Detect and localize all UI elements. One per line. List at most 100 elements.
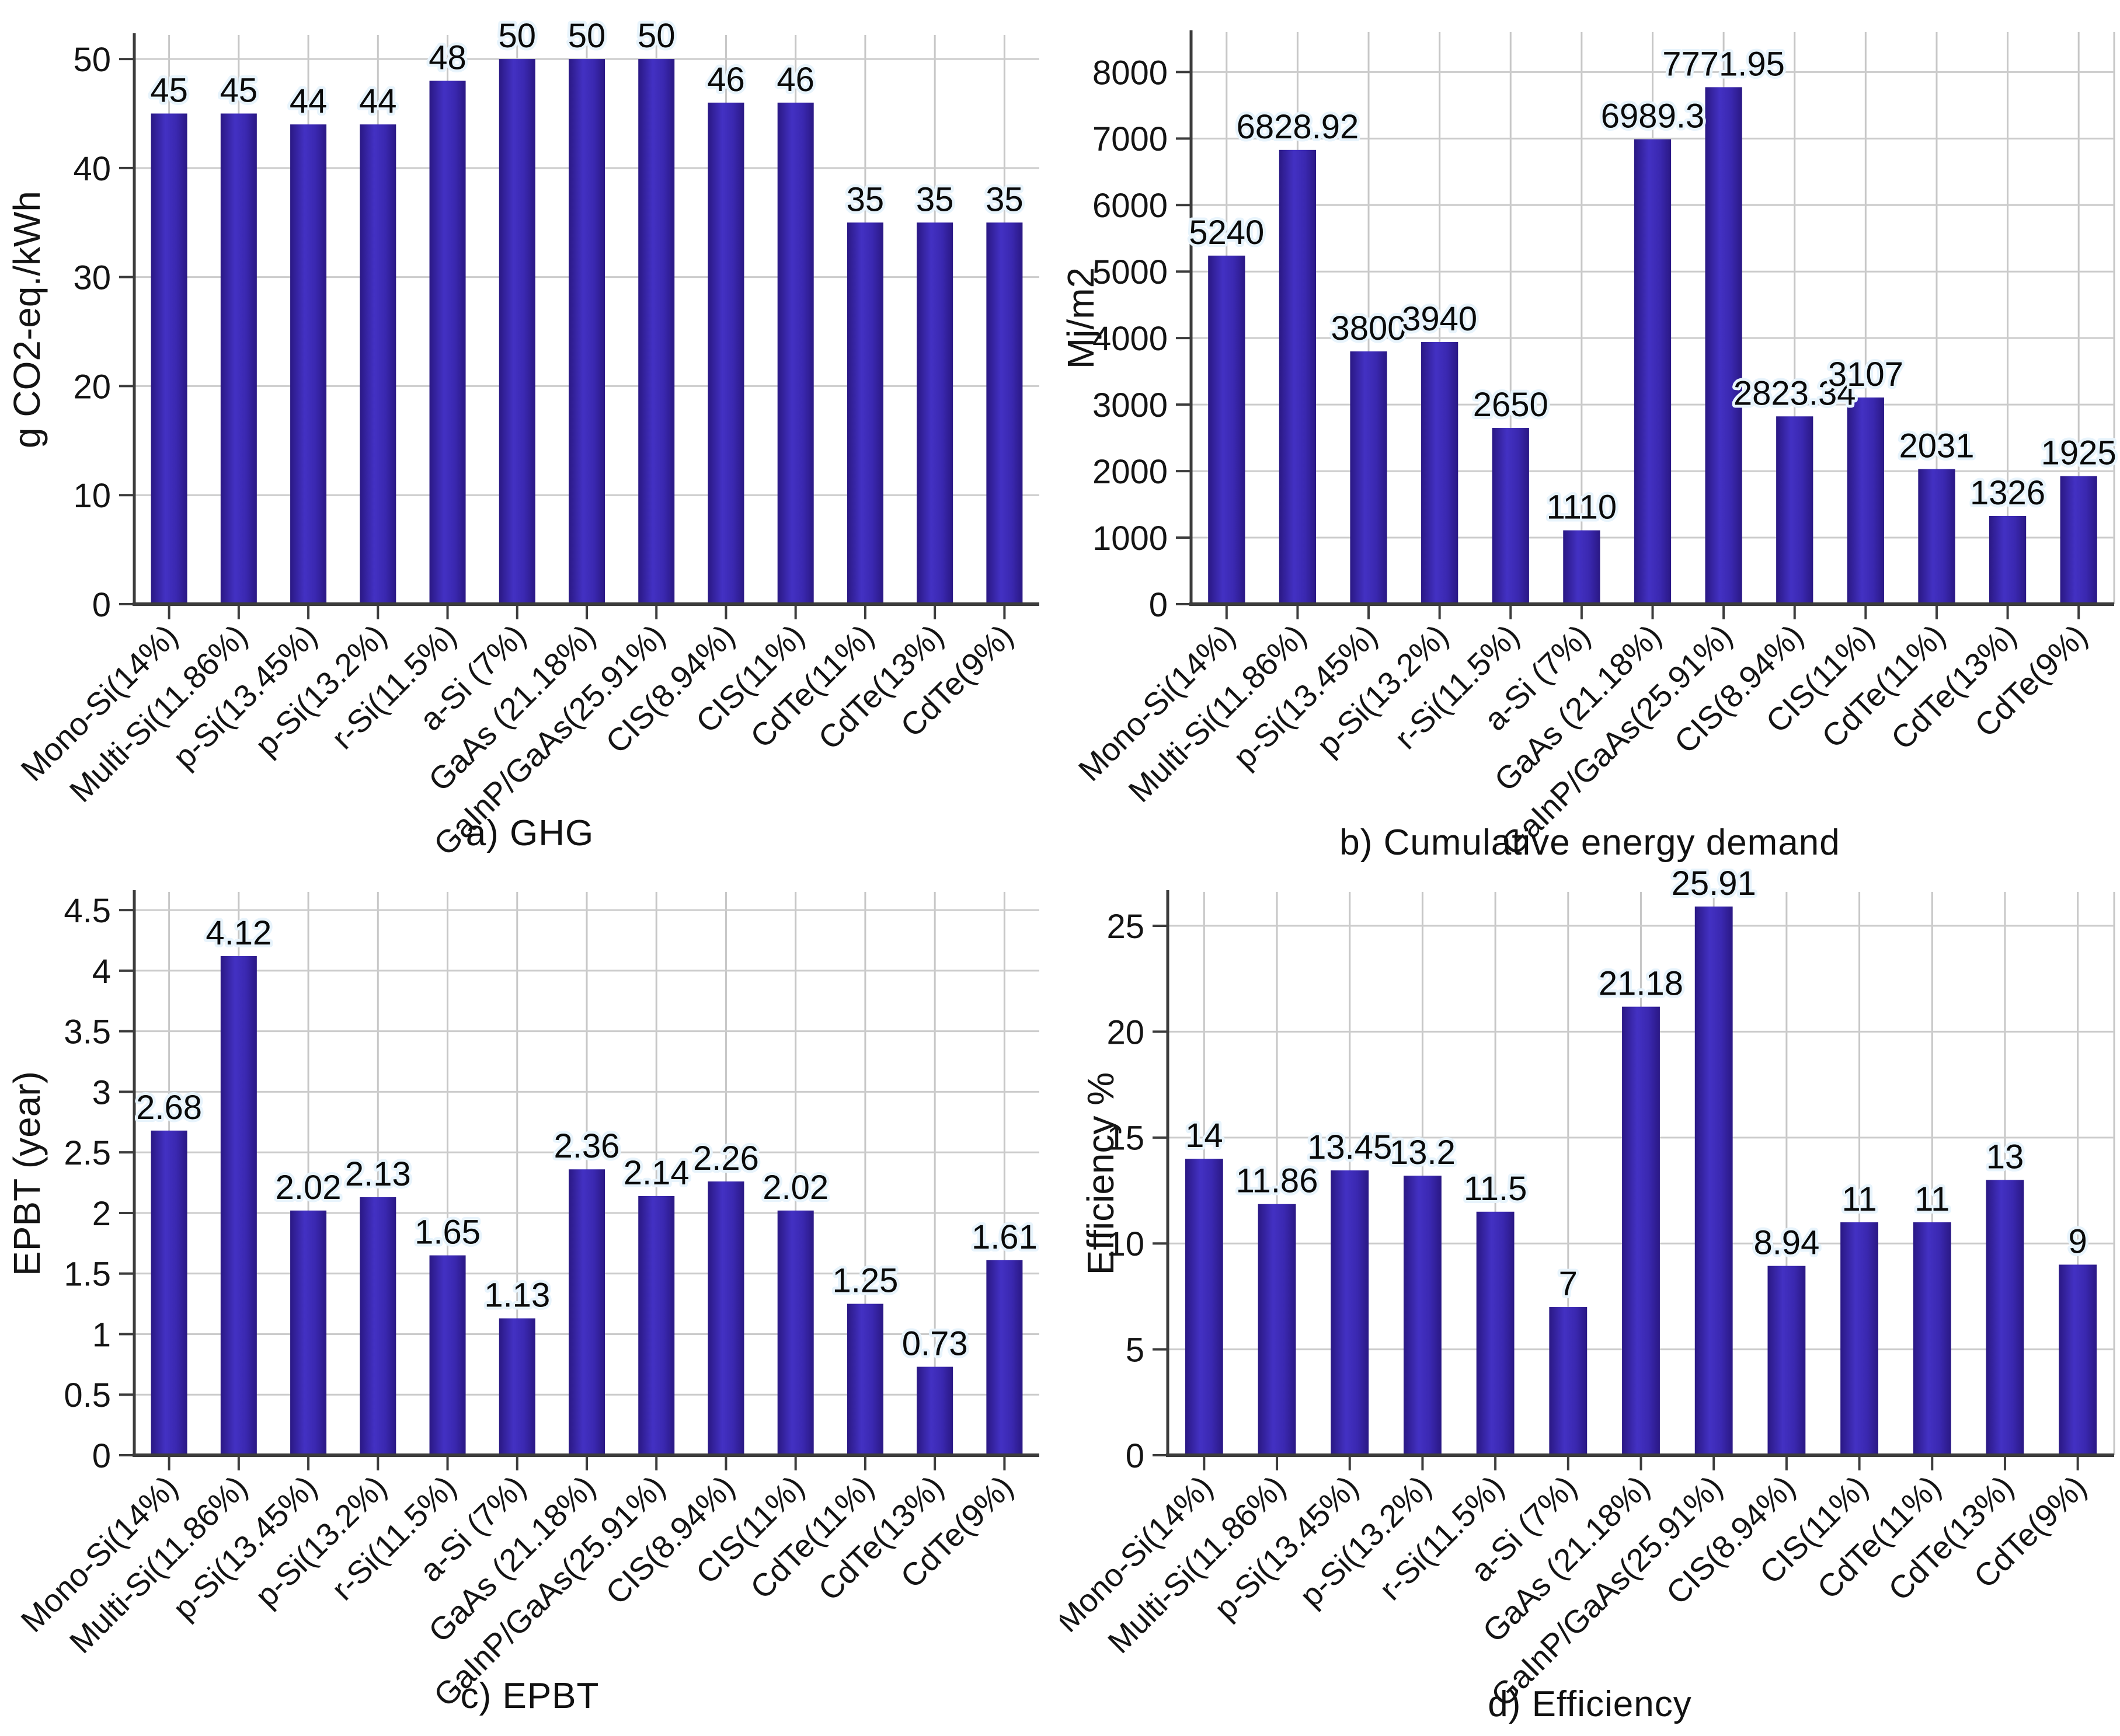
bar xyxy=(1563,530,1600,604)
svg-text:3.5: 3.5 xyxy=(64,1013,111,1051)
svg-text:20: 20 xyxy=(1106,1013,1144,1051)
bar-value-label: 11.5 xyxy=(1464,1170,1527,1208)
epbt-chart-caption: c) EPBT xyxy=(460,1676,600,1716)
y-axis-title: Efficiency % xyxy=(1080,1072,1122,1275)
category-labels: Mono-Si(14%)Multi-Si(11.86%)p-Si(13.45%)… xyxy=(14,1469,1020,1714)
bar-value-label: 44 xyxy=(290,82,328,120)
bar-value-label: 2650 xyxy=(1473,386,1548,424)
bar xyxy=(2059,1264,2097,1455)
category-labels: Mono-Si(14%)Multi-Si(11.86%)p-Si(13.45%)… xyxy=(1060,1469,2093,1714)
bar xyxy=(1492,428,1529,604)
bars xyxy=(1208,87,2097,605)
bar xyxy=(1258,1204,1296,1455)
bar-value-label: 5240 xyxy=(1189,214,1264,252)
bar xyxy=(220,113,257,604)
bar-value-label: 2.26 xyxy=(693,1139,759,1177)
bar-value-label: 2823.34 xyxy=(1733,374,1856,412)
bar xyxy=(917,1367,953,1455)
bar-value-label: 35 xyxy=(986,180,1024,218)
svg-text:20: 20 xyxy=(73,368,111,406)
svg-text:3: 3 xyxy=(92,1073,111,1111)
bar-value-label: 46 xyxy=(777,61,814,99)
bar-value-label: 0.73 xyxy=(902,1325,968,1363)
bar xyxy=(429,81,466,605)
bar-value-label: 14 xyxy=(1185,1117,1223,1155)
bar-value-label: 13.45 xyxy=(1307,1128,1392,1166)
svg-text:50: 50 xyxy=(73,41,111,79)
bar xyxy=(708,102,744,605)
y-axis-title: g CO2-eq./kWh xyxy=(6,191,48,448)
bar-value-label: 35 xyxy=(847,180,885,218)
bar-value-label: 50 xyxy=(638,17,676,55)
svg-text:2: 2 xyxy=(92,1195,111,1233)
bar xyxy=(1705,87,1742,604)
bar xyxy=(1918,469,1955,604)
bar xyxy=(1331,1170,1369,1455)
cumulative-energy-demand-chart: 0 1000 2000 3000 4000 5000 6000 7000 8000 5240 682… xyxy=(1060,0,2120,869)
bar-value-label: 3940 xyxy=(1402,300,1477,338)
x-tick-marks xyxy=(168,1455,1006,1470)
bar xyxy=(1840,1222,1878,1455)
bar xyxy=(1694,907,1733,1455)
svg-text:15: 15 xyxy=(1106,1120,1144,1158)
bar-value-label: 45 xyxy=(150,71,188,109)
bar xyxy=(1279,149,1317,604)
x-tick-marks xyxy=(1225,604,2080,619)
bar xyxy=(360,1197,396,1455)
svg-text:3000: 3000 xyxy=(1092,386,1168,424)
svg-text:2000: 2000 xyxy=(1092,453,1168,491)
svg-text:10: 10 xyxy=(73,477,111,515)
bar-value-label: 45 xyxy=(220,71,258,109)
bar-value-label: 1326 xyxy=(1970,474,2045,512)
bar xyxy=(847,1303,883,1455)
epbt-chart: 0 0.5 1 1.5 2 2.5 3 3.5 4 4.5 2.68 4.12 2.02 2.13 1.65… xyxy=(0,869,1060,1736)
bar xyxy=(1185,1159,1223,1455)
bar-value-label: 1110 xyxy=(1547,489,1617,527)
bar-value-label: 6828.92 xyxy=(1237,108,1359,146)
bar xyxy=(1913,1222,1951,1455)
bar xyxy=(1622,1006,1660,1455)
bar-value-label: 2.68 xyxy=(136,1089,202,1127)
cumulative-energy-demand-chart-caption: b) Cumulative energy demand xyxy=(1339,822,1840,863)
y-tick-labels: 0 0.5 1 1.5 2 2.5 3 3.5 4 4.5 xyxy=(64,892,134,1475)
y-tick-labels: 0 5 10 15 20 25 xyxy=(1106,908,1168,1475)
bar-value-label: 2.36 xyxy=(554,1127,620,1165)
bar xyxy=(917,222,953,604)
bar xyxy=(1767,1266,1806,1455)
y-tick-labels: 0 1000 2000 3000 4000 5000 6000 7000 8000 xyxy=(1092,54,1191,624)
bar-value-label: 13.2 xyxy=(1390,1134,1456,1172)
bar-value-label: 7771.95 xyxy=(1662,45,1785,83)
bar-value-label: 11 xyxy=(1841,1180,1877,1218)
bar xyxy=(1421,342,1458,604)
bar xyxy=(151,113,187,604)
bar-value-label: 50 xyxy=(568,17,606,55)
bar-value-label: 1925 xyxy=(2041,434,2116,472)
bar-value-label: 1.13 xyxy=(484,1276,550,1314)
svg-text:6000: 6000 xyxy=(1092,187,1168,225)
efficiency-chart: 0 5 10 15 20 25 14 11.86 13.45 13.2 11.5 7 21.18 25.9… xyxy=(1060,869,2120,1736)
bar-value-label: 7 xyxy=(1559,1265,1578,1303)
bar xyxy=(777,1210,814,1455)
bar xyxy=(1989,515,2027,604)
bar-value-label: 2.14 xyxy=(624,1154,690,1192)
bar xyxy=(569,1169,605,1455)
y-axis-title: EPBT (year) xyxy=(6,1071,48,1276)
bars xyxy=(151,956,1023,1455)
svg-text:1: 1 xyxy=(92,1316,111,1354)
svg-text:4: 4 xyxy=(92,953,111,991)
bar-value-label: 11 xyxy=(1914,1180,1950,1218)
bar xyxy=(1634,139,1672,605)
bar xyxy=(777,102,814,605)
bar xyxy=(1350,351,1387,604)
bar-value-label: 2.13 xyxy=(345,1155,411,1193)
bar-value-label: 44 xyxy=(359,82,397,120)
svg-text:0.5: 0.5 xyxy=(64,1376,111,1414)
bar-value-label: 9 xyxy=(2069,1222,2087,1260)
bar xyxy=(220,956,257,1455)
svg-text:25: 25 xyxy=(1106,908,1144,946)
bar xyxy=(499,1318,535,1455)
